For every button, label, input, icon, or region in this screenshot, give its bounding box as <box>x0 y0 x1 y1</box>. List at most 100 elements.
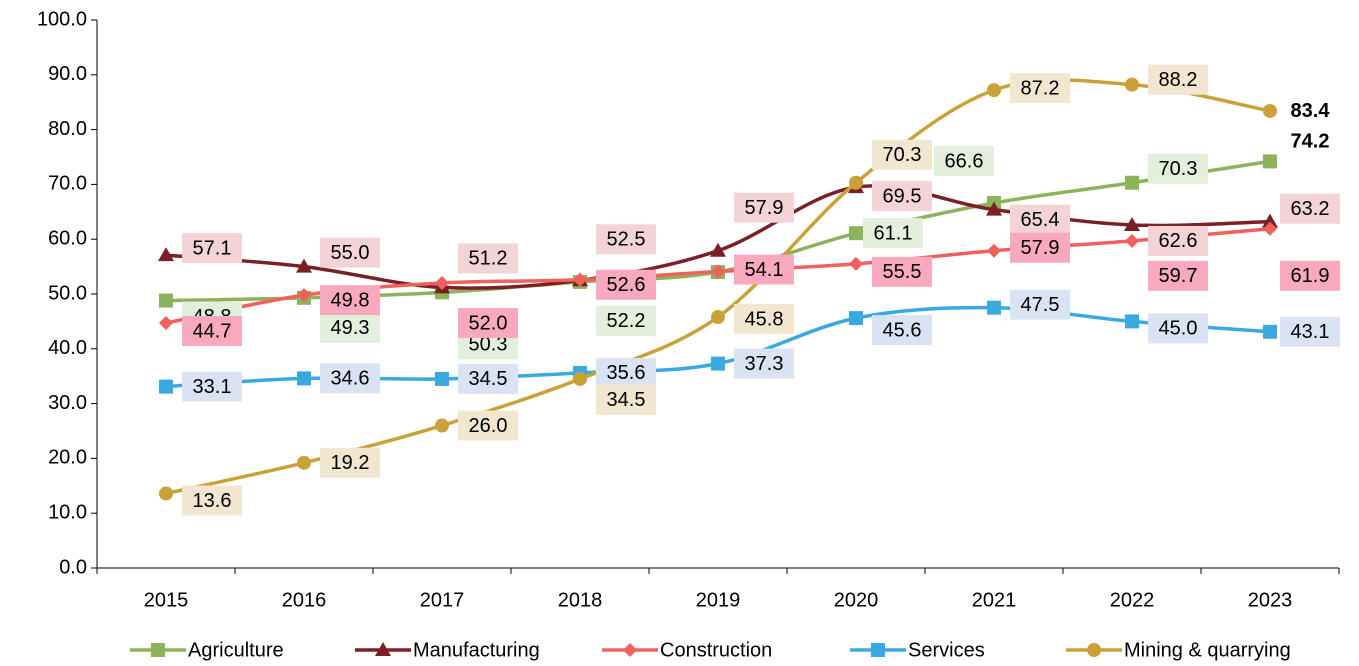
marker <box>711 264 725 279</box>
data-label: 62.6 <box>1159 230 1198 252</box>
data-label-box <box>1010 289 1070 320</box>
x-tick-label: 2018 <box>558 589 603 611</box>
data-label: 57.9 <box>745 197 784 219</box>
marker <box>1263 324 1277 339</box>
data-label-box <box>872 139 932 170</box>
data-label-box <box>934 146 994 177</box>
marker <box>711 310 725 325</box>
data-label-box <box>458 243 518 274</box>
marker <box>1125 77 1139 92</box>
data-label: 52.2 <box>607 310 646 332</box>
data-label-box <box>734 304 794 335</box>
legend-item: Manufacturing <box>355 639 540 661</box>
data-label: 33.1 <box>193 376 232 398</box>
data-label: 59.7 <box>1159 265 1198 287</box>
marker <box>297 288 311 303</box>
data-label-box <box>182 316 242 347</box>
data-label: 47.5 <box>1021 294 1060 316</box>
data-label: 57.9 <box>1021 237 1060 259</box>
data-label-box <box>872 181 932 212</box>
y-tick-label: 20.0 <box>48 447 87 469</box>
marker <box>1263 221 1277 236</box>
marker <box>435 418 449 433</box>
data-label-box <box>872 256 932 287</box>
data-label-box <box>1010 232 1070 263</box>
marker <box>573 272 587 287</box>
data-label: 70.3 <box>883 144 922 166</box>
marker <box>987 83 1001 98</box>
data-label-box <box>1148 153 1208 184</box>
data-label: 45.0 <box>1159 318 1198 340</box>
data-label: 83.4 <box>1291 100 1331 122</box>
marker <box>296 258 312 273</box>
data-label: 26.0 <box>469 415 508 437</box>
marker <box>1125 175 1139 190</box>
data-label: 49.8 <box>331 289 370 311</box>
data-label-box <box>596 224 656 255</box>
data-label-box <box>1280 193 1340 224</box>
legend-label: Services <box>908 639 985 661</box>
data-label: 43.1 <box>1291 321 1330 343</box>
data-label: 45.8 <box>745 308 784 330</box>
legend-item: Construction <box>602 639 772 661</box>
data-label-box <box>182 233 242 264</box>
data-label: 34.5 <box>469 368 508 390</box>
data-label-box <box>458 308 518 339</box>
legend-label: Construction <box>660 639 772 661</box>
data-label: 44.7 <box>193 320 232 342</box>
x-tick-label: 2021 <box>972 589 1017 611</box>
y-tick-label: 80.0 <box>48 118 87 140</box>
data-label-box <box>1148 64 1208 95</box>
legend-item: Agriculture <box>130 639 284 661</box>
data-label: 35.6 <box>607 362 646 384</box>
data-label-box <box>1280 316 1340 347</box>
marker <box>1125 233 1139 248</box>
marker <box>1262 213 1278 228</box>
series-line <box>165 159 1271 303</box>
data-label-box <box>596 305 656 336</box>
data-label: 61.1 <box>874 222 913 244</box>
marker <box>159 316 173 331</box>
x-tick-label: 2019 <box>696 589 741 611</box>
marker <box>435 371 449 386</box>
x-tick-label: 2016 <box>282 589 327 611</box>
marker <box>986 201 1002 216</box>
data-label: 45.6 <box>883 319 922 341</box>
marker <box>159 379 173 394</box>
data-label-box <box>1010 204 1070 235</box>
data-label: 52.0 <box>469 312 508 334</box>
x-tick-label: 2015 <box>144 589 189 611</box>
data-label: 70.3 <box>1159 158 1198 180</box>
data-label: 52.6 <box>607 274 646 296</box>
marker <box>849 256 863 271</box>
marker <box>849 226 863 241</box>
legend-label: Manufacturing <box>413 639 540 661</box>
data-label-box <box>596 269 656 300</box>
y-tick-label: 10.0 <box>48 501 87 523</box>
data-label-box <box>1148 225 1208 256</box>
data-label-box <box>1148 260 1208 291</box>
data-label: 13.6 <box>193 490 232 512</box>
legend-label: Agriculture <box>188 639 284 661</box>
data-label-box <box>182 371 242 402</box>
data-label: 34.6 <box>331 368 370 390</box>
marker <box>871 643 885 657</box>
marker <box>623 643 637 657</box>
data-label-box <box>596 357 656 388</box>
data-label-box <box>320 285 380 316</box>
marker <box>849 311 863 326</box>
data-label: 52.5 <box>607 229 646 251</box>
data-label-box <box>320 237 380 268</box>
x-tick-label: 2022 <box>1110 589 1155 611</box>
marker <box>573 371 587 386</box>
data-label: 50.3 <box>469 334 508 356</box>
marker <box>159 293 173 308</box>
legend-item: Services <box>850 639 985 661</box>
data-label: 63.2 <box>1291 198 1330 220</box>
marker <box>1124 216 1140 231</box>
data-label: 34.5 <box>607 389 646 411</box>
x-tick-label: 2020 <box>834 589 879 611</box>
data-label-box <box>734 348 794 379</box>
